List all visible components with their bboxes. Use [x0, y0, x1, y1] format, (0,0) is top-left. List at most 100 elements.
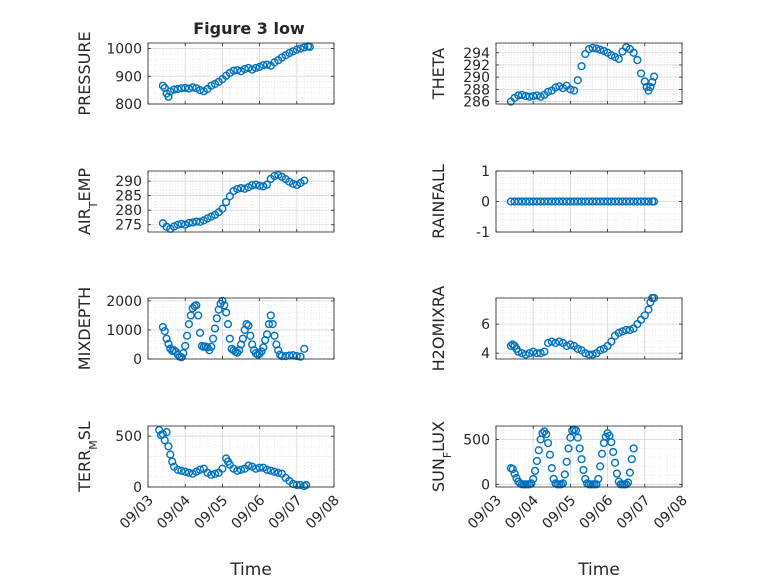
y-tick-label: 1000: [106, 323, 142, 339]
data-point: [218, 464, 227, 473]
data-point: [609, 447, 618, 457]
axes-frame: [147, 170, 335, 233]
data-point: [281, 351, 290, 361]
x-axis-label: Time: [577, 560, 620, 580]
data-point: [164, 339, 173, 348]
data-point: [577, 455, 586, 464]
data-point: [588, 43, 597, 52]
data-point: [223, 320, 233, 329]
data-point: [614, 54, 623, 63]
axes-frame: [147, 425, 335, 488]
data-point: [577, 62, 586, 71]
data-point: [160, 436, 169, 445]
data-point: [648, 77, 657, 87]
y-tick-label: 0: [133, 352, 142, 368]
data-point: [262, 180, 272, 189]
data-point: [579, 465, 588, 475]
data-point: [225, 192, 234, 201]
data-point: [649, 72, 659, 81]
data-point: [644, 305, 653, 314]
data-point: [188, 83, 197, 92]
data-point: [266, 311, 275, 320]
data-point: [274, 468, 283, 477]
data-point: [596, 346, 605, 355]
data-point: [195, 86, 205, 95]
data-point: [209, 334, 218, 343]
y-axis-label: PRESSURE: [75, 31, 94, 115]
y-axis-label: H2OMIXRA: [429, 286, 448, 372]
data-point: [564, 444, 573, 453]
data-point: [195, 328, 205, 337]
data-point: [225, 334, 234, 343]
data-point: [633, 55, 642, 65]
data-point: [184, 320, 194, 329]
data-point: [529, 474, 538, 484]
data-point: [233, 466, 242, 475]
data-point: [542, 429, 551, 439]
data-point: [532, 456, 542, 466]
data-point: [508, 464, 517, 474]
data-point: [612, 469, 622, 478]
data-point: [530, 466, 540, 475]
y-tick-label: 4: [481, 346, 490, 362]
data-point: [270, 331, 279, 340]
data-point: [266, 466, 275, 475]
data-point: [264, 320, 274, 329]
data-point: [166, 450, 175, 459]
data-point: [610, 458, 620, 467]
data-point: [640, 311, 649, 320]
data-point: [536, 349, 545, 358]
y-tick-label: 288: [463, 82, 490, 98]
y-tick-label: 1000: [106, 42, 142, 58]
data-point: [566, 85, 575, 94]
data-point: [545, 450, 555, 459]
data-point: [262, 330, 272, 339]
data-point: [251, 180, 260, 189]
data-point: [288, 47, 298, 56]
data-point: [547, 464, 556, 473]
data-point: [194, 311, 203, 320]
data-point: [302, 480, 311, 490]
data-point: [560, 470, 569, 479]
data-point: [549, 474, 558, 484]
data-point: [510, 469, 519, 478]
data-point: [210, 469, 220, 478]
data-point: [596, 45, 605, 54]
data-point: [570, 86, 579, 95]
axes-background: [148, 43, 334, 104]
y-axis-label: AIRTEMP: [75, 168, 100, 235]
data-point: [614, 328, 623, 337]
data-point: [184, 218, 194, 228]
y-tick-label: 500: [463, 432, 490, 448]
data-point: [162, 428, 171, 437]
y-axis-label: MIXDEPTH: [75, 287, 94, 370]
data-point: [255, 181, 264, 190]
axes-frame: [495, 42, 683, 105]
data-point: [627, 455, 636, 464]
data-point: [543, 438, 553, 448]
chart-title: Figure 3 low: [193, 19, 305, 38]
data-point: [192, 301, 201, 310]
data-point: [275, 350, 285, 359]
data-point: [236, 465, 246, 474]
data-point: [251, 63, 260, 73]
data-point: [618, 327, 627, 336]
y-tick-label: 290: [115, 174, 142, 190]
data-point: [222, 197, 231, 207]
data-point: [210, 324, 220, 333]
x-axis-label: Time: [229, 560, 272, 580]
data-point: [244, 321, 253, 330]
data-point: [268, 320, 277, 329]
data-point: [259, 343, 268, 352]
data-point: [255, 62, 264, 71]
data-point: [540, 347, 549, 356]
y-tick-label: 292: [463, 58, 490, 74]
data-point: [646, 82, 655, 92]
data-point: [292, 480, 301, 490]
data-point: [233, 348, 242, 357]
y-tick-label: 0: [133, 480, 142, 496]
data-point: [168, 457, 177, 466]
